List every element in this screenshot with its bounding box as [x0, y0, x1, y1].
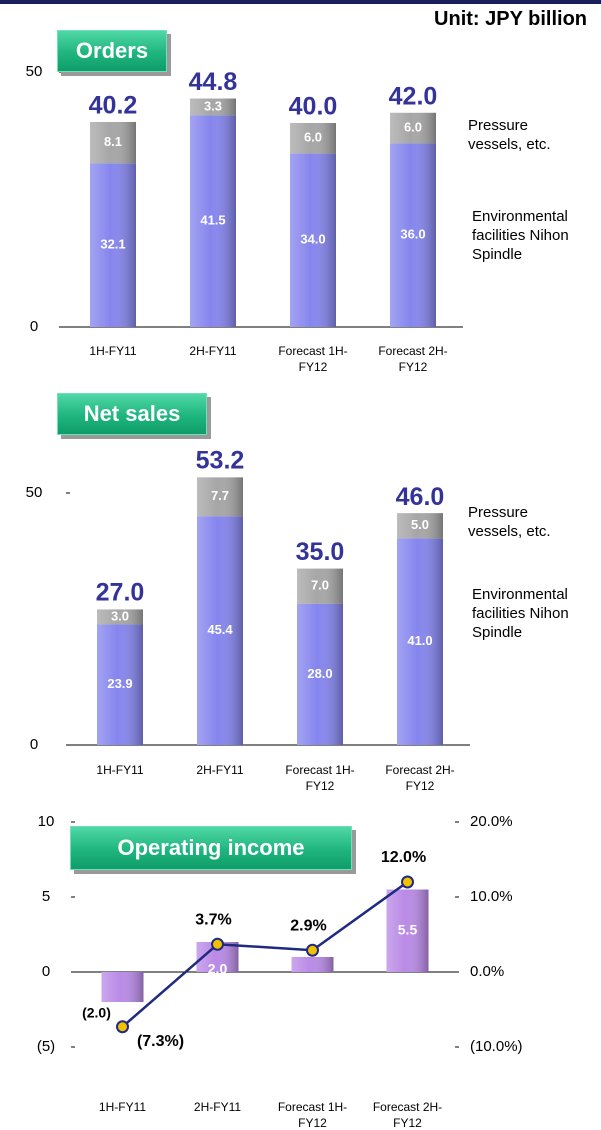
bar-value-label: 23.9: [107, 676, 132, 691]
x-tick-label: 1H-FY11: [98, 1100, 147, 1114]
bar-shade: [97, 609, 143, 625]
bar-value-label: 6.0: [404, 120, 422, 135]
y-tick-label: (5): [37, 1038, 55, 1055]
bar-value-label: 32.1: [100, 237, 125, 252]
bar-value-label: 41.0: [407, 633, 432, 648]
line-marker: [116, 1020, 129, 1034]
bar-value-label: (2.0): [82, 1005, 111, 1021]
y2-tick-label: 20.0%: [470, 813, 513, 830]
bar-value-label: 7.7: [211, 488, 229, 503]
line-value-label: 12.0%: [381, 849, 426, 866]
bar-shade: [97, 624, 143, 745]
bar-shade: [297, 603, 343, 745]
x-tick-label: Forecast 1H-FY12: [285, 763, 355, 793]
total-label: 40.0: [289, 93, 338, 121]
x-tick-label: Forecast 2H-FY12: [372, 1100, 443, 1130]
bar-value-label: 41.5: [200, 213, 225, 228]
y-tick-label: 50: [26, 63, 43, 80]
y2-tick-label: 10.0%: [470, 888, 513, 905]
bar-shade: [397, 513, 443, 539]
y-tick-label: 50: [26, 484, 43, 501]
legend-entry: Pressure vessels, etc.: [468, 504, 551, 540]
bar-shade: [390, 143, 436, 327]
bar-value-label: 8.1: [104, 134, 122, 149]
bar-shade: [197, 516, 243, 745]
line-marker: [211, 937, 224, 951]
bar-shade: [190, 98, 236, 116]
bar-value-label: 5.5: [398, 921, 418, 937]
bar-value-label: 28.0: [307, 666, 332, 681]
unit-label: Unit: JPY billion: [434, 8, 587, 30]
top-bar: [0, 0, 601, 4]
x-tick-label: Forecast 1H-FY12: [278, 344, 348, 374]
bar-shade: [290, 123, 336, 154]
x-tick-label: Forecast 1H-FY12: [277, 1100, 348, 1130]
total-label: 53.2: [196, 446, 245, 474]
y-tick-label: 0: [30, 318, 38, 335]
line-marker: [401, 875, 414, 889]
line-value-label: (7.3%): [137, 1033, 184, 1050]
total-label: 27.0: [96, 579, 145, 607]
legend-entry: Environmental facilities Nihon Spindle: [472, 208, 569, 263]
chart-title: Net sales: [57, 393, 207, 435]
y2-tick-label: (10.0%): [470, 1038, 523, 1055]
bar-shade: [386, 889, 429, 972]
total-label: 46.0: [396, 483, 445, 511]
bar-value-label: 2.0: [208, 961, 228, 977]
bar-shade: [397, 538, 443, 745]
x-tick-label: 1H-FY11: [96, 763, 144, 777]
bar-shade: [90, 121, 136, 164]
y-tick-label: 0: [30, 736, 38, 753]
line-value-label: 2.9%: [290, 917, 326, 934]
bar-shade: [390, 112, 436, 144]
y2-tick-label: 0.0%: [470, 963, 504, 980]
total-label: 35.0: [296, 538, 345, 566]
bar-shade: [290, 153, 336, 327]
x-tick-label: 2H-FY11: [193, 1100, 242, 1114]
line-value-label: 3.7%: [195, 911, 231, 928]
total-label: 42.0: [389, 82, 438, 110]
bar-shade: [197, 477, 243, 517]
x-tick-label: 1H-FY11: [89, 344, 137, 358]
bar-value-label: 7.0: [311, 578, 329, 593]
bar-value-label: 5.0: [411, 517, 429, 532]
total-label: 44.8: [189, 68, 238, 96]
bar-shade: [297, 568, 343, 604]
y-tick-label: 10: [38, 813, 55, 830]
total-label: 40.2: [89, 92, 138, 120]
bar-value-label: 34.0: [300, 232, 325, 247]
bar-value-label: 3.3: [204, 98, 222, 113]
chart-title: Orders: [57, 30, 167, 72]
x-tick-label: Forecast 2H-FY12: [378, 344, 448, 374]
bar-value-label: 36.0: [400, 227, 425, 242]
y-tick-label: 0: [42, 963, 50, 980]
legend-entry: Pressure vessels, etc.: [468, 117, 551, 153]
bar-shade: [190, 115, 236, 327]
x-tick-label: Forecast 2H-FY12: [385, 763, 455, 793]
chart-title: Operating income: [70, 826, 352, 870]
x-tick-label: 2H-FY11: [196, 763, 244, 777]
x-tick-label: 2H-FY11: [189, 344, 237, 358]
y-tick-label: 5: [42, 888, 50, 905]
bar-value-label: 6.0: [304, 130, 322, 145]
line-marker: [306, 943, 319, 957]
bar-value-label: 1.0: [303, 976, 323, 992]
bar-shade: [291, 957, 334, 972]
bar-value-label: 3.0: [111, 608, 129, 623]
line: [121, 880, 409, 1028]
bar-shade: [90, 163, 136, 327]
legend-entry: Environmental facilities Nihon Spindle: [472, 586, 569, 641]
bar-value-label: 45.4: [207, 622, 233, 637]
bar-shade: [101, 972, 144, 1002]
